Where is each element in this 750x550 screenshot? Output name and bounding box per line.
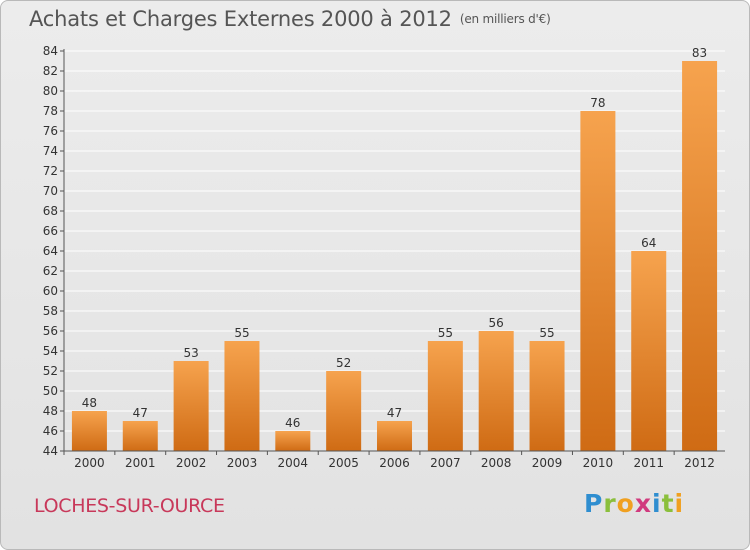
- y-tick-label: 70: [43, 184, 58, 198]
- y-tick-label: 78: [43, 104, 58, 118]
- logo-letter: x: [634, 489, 652, 518]
- x-tick-label: 2009: [532, 456, 563, 470]
- bar-value-label: 47: [387, 406, 402, 420]
- place-name: LOCHES-SUR-OURCE: [34, 495, 225, 517]
- chart-title-block: Achats et Charges Externes 2000 à 2012 (e…: [29, 7, 551, 31]
- logo-letter: P: [584, 489, 604, 518]
- y-tick-label: 46: [43, 424, 58, 438]
- y-tick-label: 54: [43, 344, 58, 358]
- bar: [173, 361, 209, 451]
- bar-value-label: 55: [234, 326, 249, 340]
- bar-value-label: 83: [692, 46, 707, 60]
- y-tick-label: 84: [43, 44, 58, 58]
- bar-value-label: 56: [489, 316, 504, 330]
- logo-letter: r: [603, 489, 617, 518]
- bar: [71, 411, 107, 451]
- bar-value-label: 55: [438, 326, 453, 340]
- grid-lines: [64, 50, 725, 432]
- bar-value-label: 47: [133, 406, 148, 420]
- y-tick-label: 62: [43, 264, 58, 278]
- labels: 44 46 48 50 52 54 56 58 60 62 64 66 68 70 72 74 76 78 80 82…: [43, 44, 715, 470]
- bar: [275, 431, 311, 451]
- x-tick-label: 2010: [583, 456, 614, 470]
- y-tick-label: 82: [43, 64, 58, 78]
- bar: [224, 341, 260, 451]
- axes: [60, 49, 725, 455]
- y-tick-label: 68: [43, 204, 58, 218]
- bar: [631, 251, 667, 451]
- y-tick-label: 66: [43, 224, 58, 238]
- y-tick-label: 80: [43, 84, 58, 98]
- y-tick-label: 50: [43, 384, 58, 398]
- bar: [326, 371, 362, 451]
- y-tick-label: 72: [43, 164, 58, 178]
- bar: [427, 341, 463, 451]
- bar: [377, 421, 412, 451]
- x-tick-label: 2008: [481, 456, 512, 470]
- y-tick-label: 48: [43, 404, 58, 418]
- bar-value-label: 55: [539, 326, 554, 340]
- logo-letter: t: [661, 489, 675, 518]
- y-tick-label: 64: [43, 244, 58, 258]
- bar-value-label: 48: [82, 396, 97, 410]
- chart-title: Achats et Charges Externes 2000 à 2012: [29, 7, 452, 31]
- y-tick-label: 60: [43, 284, 58, 298]
- y-tick-label: 74: [43, 144, 58, 158]
- bar-value-label: 53: [183, 346, 198, 360]
- logo-letter: o: [616, 489, 635, 518]
- bar: [580, 111, 616, 451]
- x-tick-label: 2005: [328, 456, 359, 470]
- bar-value-label: 52: [336, 356, 351, 370]
- y-tick-label: 52: [43, 364, 58, 378]
- bar-value-label: 64: [641, 236, 656, 250]
- x-tick-label: 2011: [633, 456, 664, 470]
- x-tick-label: 2004: [278, 456, 309, 470]
- logo-letter: i: [674, 489, 685, 518]
- y-tick-label: 76: [43, 124, 58, 138]
- unit-note: (en milliers d'€): [459, 12, 551, 26]
- y-tick-label: 56: [43, 324, 58, 338]
- bar: [682, 61, 718, 451]
- bar: [529, 341, 565, 451]
- x-tick-label: 2003: [227, 456, 258, 470]
- bars: [71, 61, 718, 451]
- y-tick-label: 44: [43, 444, 58, 458]
- x-tick-label: 2006: [379, 456, 410, 470]
- bar-value-label: 78: [590, 96, 605, 110]
- x-tick-label: 2012: [684, 456, 715, 470]
- proxiti-logo: Proxiti: [584, 489, 684, 518]
- x-tick-label: 2007: [430, 456, 461, 470]
- x-tick-label: 2000: [74, 456, 105, 470]
- x-tick-label: 2001: [125, 456, 156, 470]
- y-tick-label: 58: [43, 304, 58, 318]
- logo-letter: i: [652, 489, 662, 518]
- bar: [122, 421, 158, 451]
- x-tick-label: 2002: [176, 456, 207, 470]
- bar: [478, 331, 514, 451]
- bar-value-label: 46: [285, 416, 300, 430]
